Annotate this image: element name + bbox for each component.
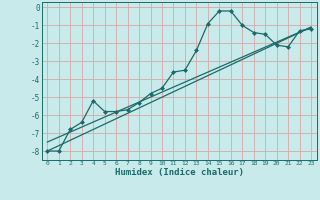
X-axis label: Humidex (Indice chaleur): Humidex (Indice chaleur) bbox=[115, 168, 244, 177]
